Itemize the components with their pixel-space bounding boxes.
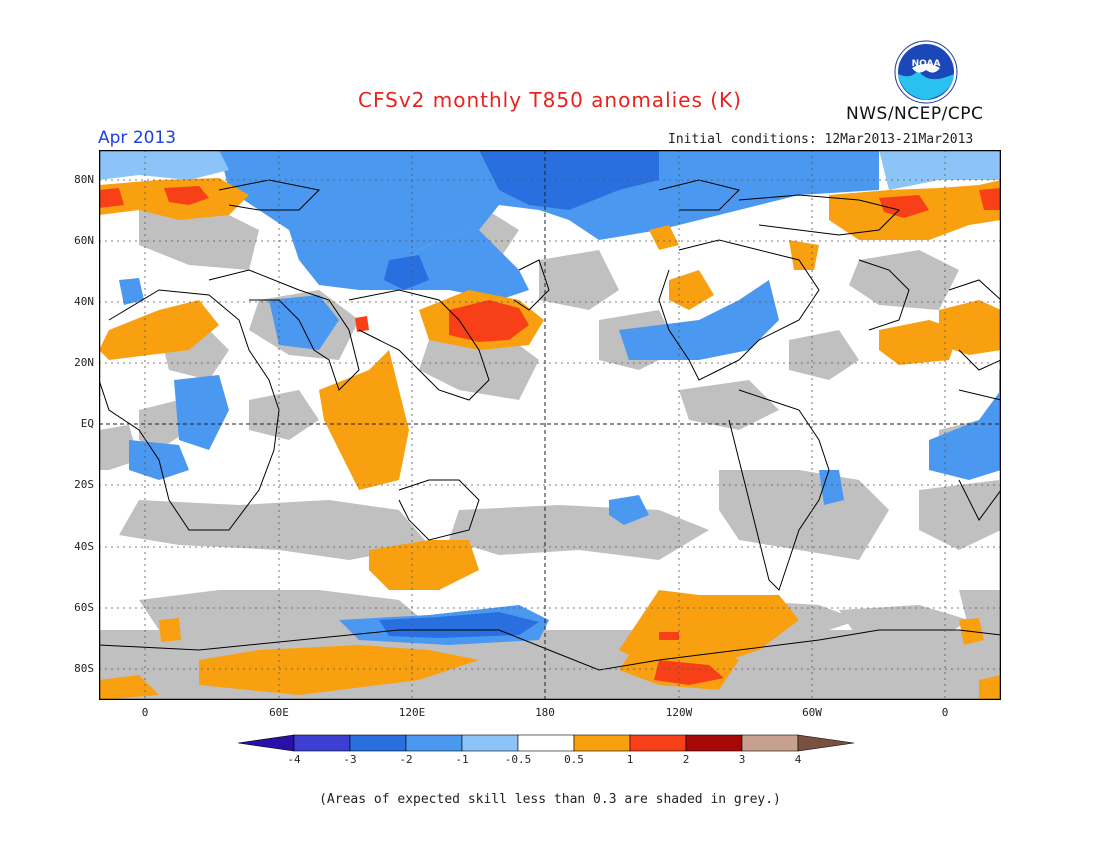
lon-label-60w: 60W <box>802 706 822 719</box>
lat-label-40s: 40S <box>74 540 94 553</box>
colorbar-tick-label: -3 <box>343 753 357 766</box>
colorbar-cell <box>405 734 463 752</box>
colorbar-tick-label: -1 <box>455 753 469 766</box>
cool-anomalies <box>99 150 1001 645</box>
lon-label-120w: 120W <box>665 706 693 719</box>
colorbar-min-arrow <box>238 734 295 752</box>
lat-label-20n: 20N <box>74 356 94 369</box>
colorbar-tick-label: 2 <box>682 753 690 766</box>
noaa-logo: NOAA <box>894 40 958 104</box>
colorbar-max-arrow <box>797 734 855 752</box>
lat-label-eq: EQ <box>80 417 94 430</box>
colorbar <box>238 734 855 752</box>
colorbar-cell <box>293 734 351 752</box>
colorbar-tick-label: -2 <box>399 753 413 766</box>
map-title: CFSv2 monthly T850 anomalies (K) <box>358 88 742 112</box>
colorbar-tick-label: 3 <box>738 753 746 766</box>
organization-label: NWS/NCEP/CPC <box>846 104 984 124</box>
lat-label-40n: 40N <box>74 295 94 308</box>
lat-label-20s: 20S <box>74 478 94 491</box>
lon-label-120e: 120E <box>398 706 426 719</box>
lat-label-80n: 80N <box>74 173 94 186</box>
colorbar-cell <box>517 734 575 752</box>
colorbar-tick-label: 4 <box>794 753 802 766</box>
warm-anomalies <box>99 178 1001 700</box>
lat-label-80s: 80S <box>74 662 94 675</box>
map-frame <box>99 150 1001 700</box>
colorbar-tick-label: 0.5 <box>564 753 584 766</box>
colorbar-cell <box>461 734 519 752</box>
colorbar-tick-label: -4 <box>287 753 301 766</box>
colorbar-cell <box>573 734 631 752</box>
colorbar-cell <box>685 734 743 752</box>
colorbar-tick-label: 1 <box>626 753 634 766</box>
forecast-month: Apr 2013 <box>98 128 177 148</box>
equator-dateline <box>99 150 1001 700</box>
skill-note: (Areas of expected skill less than 0.3 a… <box>319 792 781 807</box>
anomaly-map <box>99 150 1001 700</box>
colorbar-cell <box>741 734 799 752</box>
colorbar-cell <box>629 734 687 752</box>
lon-label-180: 180 <box>535 706 555 719</box>
colorbar-tick-label: -0.5 <box>504 753 532 766</box>
initial-conditions: Initial conditions: 12Mar2013-21Mar2013 <box>668 132 974 147</box>
lat-lon-grid <box>99 150 1001 700</box>
colorbar-cell <box>349 734 407 752</box>
lat-label-60s: 60S <box>74 601 94 614</box>
lon-label-60e: 60E <box>269 706 289 719</box>
svg-text:NOAA: NOAA <box>912 59 941 69</box>
lon-label-0-right: 0 <box>941 706 949 719</box>
coastlines <box>99 179 1001 671</box>
lon-label-0-left: 0 <box>141 706 149 719</box>
lat-label-60n: 60N <box>74 234 94 247</box>
